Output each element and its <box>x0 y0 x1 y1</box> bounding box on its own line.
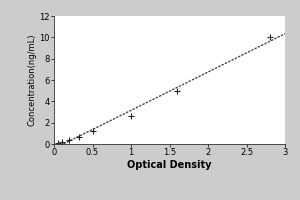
X-axis label: Optical Density: Optical Density <box>127 160 212 170</box>
Y-axis label: Concentration(ng/mL): Concentration(ng/mL) <box>28 34 37 126</box>
